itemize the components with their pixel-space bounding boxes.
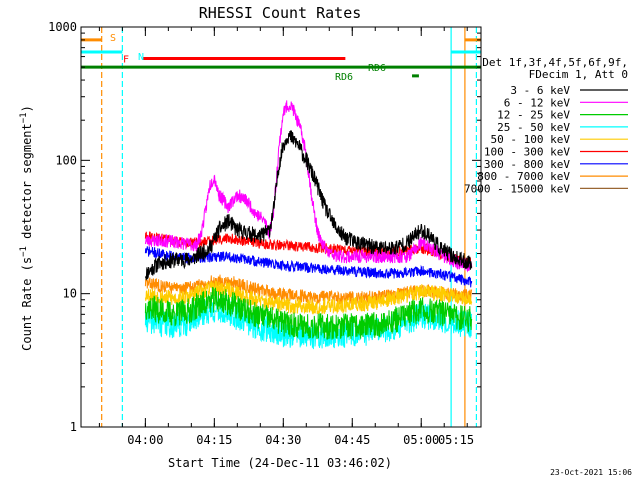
- y-axis-label: Count Rate (s−1 detector segment−1): [19, 105, 34, 351]
- legend-label-8: 7000 - 15000 keV: [464, 182, 570, 195]
- x-tick-label: 04:15: [196, 433, 232, 447]
- plot-frame: [80, 26, 482, 428]
- legend-label-3: 25 - 50 keV: [497, 121, 570, 134]
- vertical-markers: [101, 27, 478, 427]
- legend-label-7: 800 - 7000 keV: [477, 170, 570, 183]
- state-label-1: N: [138, 52, 144, 63]
- y-axis-label-sup1: −1: [19, 246, 29, 257]
- footer-timestamp: 23-Oct-2021 15:06: [550, 468, 632, 477]
- attenuator-layer: S NF RD6 RD6: [81, 33, 481, 83]
- series-line-1: [144, 100, 473, 273]
- legend-label-6: 300 - 800 keV: [484, 158, 570, 171]
- y-tick-label: 1: [70, 420, 77, 434]
- chart-title: RHESSI Count Rates: [199, 4, 362, 22]
- legend-label-1: 6 - 12 keV: [504, 96, 571, 109]
- x-tick-label: 05:15: [438, 433, 474, 447]
- legend: Det 1f,3f,4f,5f,6f,9f, FDecim 1, Att 0 3…: [464, 56, 628, 195]
- series-line-4: [144, 280, 473, 315]
- series-line-2: [144, 286, 473, 340]
- y-axis-label-end: ): [20, 105, 34, 112]
- state-label-3: RD6: [368, 63, 386, 74]
- legend-label-2: 12 - 25 keV: [497, 109, 570, 122]
- state-label-0: S: [110, 33, 116, 44]
- x-axis-label: Start Time (24-Dec-11 03:46:02): [168, 456, 392, 470]
- series-line-0: [144, 130, 473, 281]
- series-layer: [144, 100, 473, 350]
- x-tick-label: 04:00: [127, 433, 163, 447]
- x-tick-label: 04:45: [334, 433, 370, 447]
- y-axis-label-base: Count Rate (s: [20, 257, 34, 351]
- legend-header-line-2: FDecim 1, Att 0: [529, 68, 628, 81]
- y-axis-label-sup2: −1: [19, 112, 29, 123]
- y-axis-label-mid: detector segment: [20, 123, 34, 246]
- state-label-4: RD6: [335, 72, 353, 83]
- legend-label-4: 50 - 100 keV: [491, 133, 571, 146]
- legend-label-5: 100 - 300 keV: [484, 146, 570, 159]
- y-tick-label: 1000: [48, 20, 77, 34]
- y-tick-label: 10: [63, 287, 77, 301]
- y-tick-label: 100: [55, 153, 77, 167]
- x-tick-label: 05:00: [403, 433, 439, 447]
- state-label-2: F: [123, 55, 129, 66]
- x-tick-label: 04:30: [265, 433, 301, 447]
- legend-header-line-1: Det 1f,3f,4f,5f,6f,9f,: [482, 56, 628, 69]
- legend-label-0: 3 - 6 keV: [510, 84, 570, 97]
